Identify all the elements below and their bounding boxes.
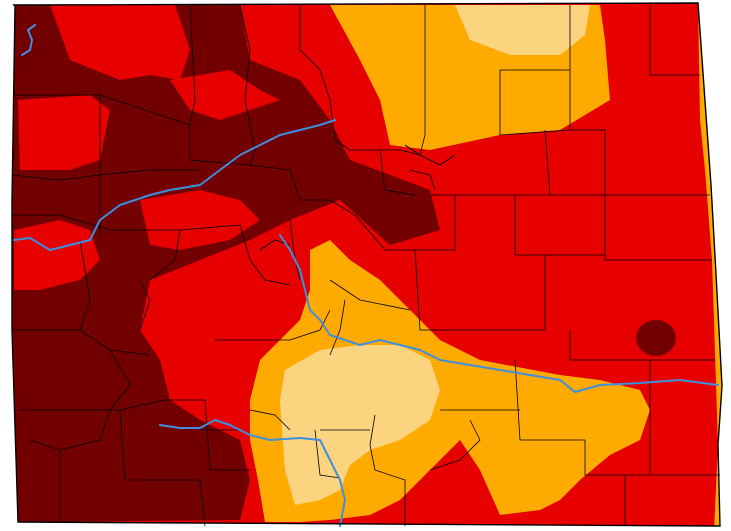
- county-line: [189, 4, 196, 126]
- drought-class-severe-east-edge: [698, 3, 722, 526]
- county-line: [514, 195, 546, 330]
- county-line: [350, 149, 421, 156]
- county-line: [544, 129, 551, 196]
- river-colorado: [13, 119, 336, 251]
- county-line: [570, 129, 710, 196]
- county-line: [329, 299, 346, 356]
- county-line: [419, 5, 426, 156]
- county-line: [604, 195, 712, 261]
- county-line: [119, 409, 126, 481]
- river-arkansas: [279, 234, 719, 393]
- county-line: [385, 195, 456, 251]
- drought-class-extreme-island-w: [14, 220, 100, 290]
- river-yampa: [21, 24, 36, 56]
- county-line: [569, 330, 715, 361]
- drought-class-exceptional-west: [12, 5, 440, 522]
- county-line: [329, 199, 386, 251]
- county-line: [139, 279, 151, 331]
- county-line: [249, 409, 291, 431]
- county-line: [404, 144, 456, 166]
- county-line: [414, 249, 545, 331]
- drought-class-moderate-south: [280, 345, 440, 505]
- drought-class-exceptional-east: [636, 320, 676, 356]
- county-line: [239, 224, 291, 286]
- county-line: [514, 359, 720, 476]
- county-line: [215, 309, 331, 341]
- county-line: [649, 5, 700, 76]
- drought-class-extreme-island-nw2: [50, 5, 190, 80]
- county-line: [239, 4, 256, 166]
- drought-class-extreme-island-c: [140, 190, 260, 250]
- rivers: [13, 24, 719, 527]
- county-line: [149, 229, 181, 281]
- county-line: [429, 419, 481, 471]
- county-line: [329, 279, 411, 311]
- county-boundaries: [11, 4, 720, 527]
- county-line: [379, 149, 416, 196]
- county-line: [299, 5, 351, 151]
- drought-class-extreme-island-nc: [170, 70, 280, 120]
- county-line: [130, 479, 206, 527]
- state-outline: [11, 2, 723, 527]
- drought-class-moderate-northeast: [455, 5, 590, 55]
- county-line: [12, 214, 241, 231]
- river-rio-grande: [159, 419, 346, 527]
- county-line: [409, 169, 436, 191]
- county-line: [314, 429, 341, 479]
- drought-class-extreme-island-nw1: [18, 95, 110, 170]
- county-line: [79, 239, 91, 331]
- county-line: [29, 349, 131, 451]
- county-line: [165, 399, 250, 471]
- county-line: [369, 414, 406, 526]
- county-line: [249, 164, 330, 201]
- county-line: [12, 329, 151, 356]
